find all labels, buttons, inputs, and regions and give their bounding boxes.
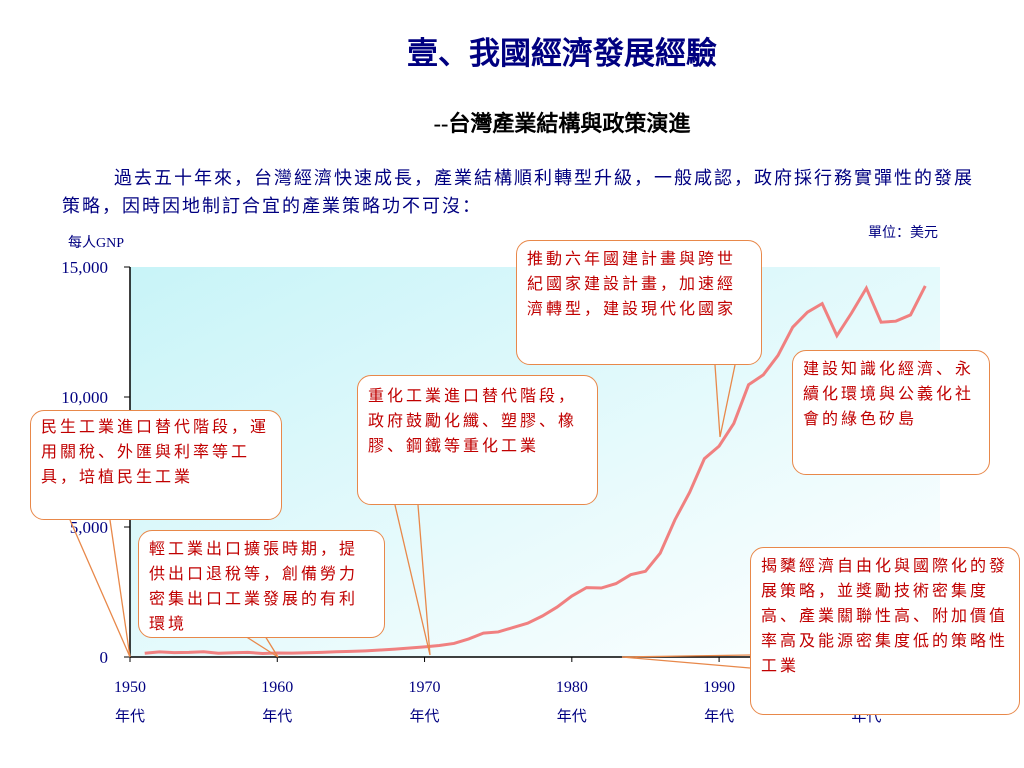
annotation: 推動六年國建計畫與跨世紀國家建設計畫，加速經濟轉型，建設現代化國家 bbox=[516, 240, 762, 365]
annotation: 輕工業出口擴張時期，提供出口退稅等，創備勞力密集出口工業發展的有利環境 bbox=[138, 530, 385, 638]
callout-pointers bbox=[69, 364, 751, 669]
x-tick-label: 1950 bbox=[114, 679, 146, 696]
y-tick-label: 0 bbox=[100, 648, 109, 667]
unit: 單位：美元 bbox=[868, 226, 938, 241]
title: 壹、我國經濟發展經驗 bbox=[407, 36, 717, 71]
x-tick-suffix: 年代 bbox=[410, 708, 440, 725]
y-tick-label: 10,000 bbox=[61, 388, 108, 407]
x-tick-label: 1980 bbox=[556, 679, 588, 696]
intro: 過去五十年來，台灣經濟快速成長，產業結構順利轉型升級，一般咸認，政府採行務實彈性… bbox=[62, 168, 974, 216]
x-tick-label: 1990 bbox=[703, 679, 735, 696]
x-tick-suffix: 年代 bbox=[557, 708, 587, 725]
y-tick-label: 5,000 bbox=[70, 518, 108, 537]
x-tick-suffix: 年代 bbox=[115, 708, 145, 725]
y-axis-label: 每人GNP bbox=[68, 236, 125, 251]
annotation: 揭櫫經濟自由化與國際化的發展策略，並獎勵技術密集度高、產業關聯性高、附加價值率高… bbox=[750, 547, 1020, 715]
y-tick-label: 15,000 bbox=[61, 258, 108, 277]
annotation: 民生工業進口替代階段，運用關稅、外匯與利率等工具，培植民生工業 bbox=[30, 410, 282, 520]
x-tick-suffix: 年代 bbox=[262, 708, 292, 725]
annotation: 建設知識化經濟、永續化環境與公義化社會的綠色矽島 bbox=[792, 350, 990, 475]
subtitle: --台灣產業結構與政策演進 bbox=[433, 111, 691, 136]
x-tick-label: 1970 bbox=[409, 679, 441, 696]
annotation: 重化工業進口替代階段，政府鼓勵化纖、塑膠、橡膠、鋼鐵等重化工業 bbox=[357, 375, 598, 505]
x-tick-suffix: 年代 bbox=[704, 708, 734, 725]
x-tick-label: 1960 bbox=[261, 679, 293, 696]
